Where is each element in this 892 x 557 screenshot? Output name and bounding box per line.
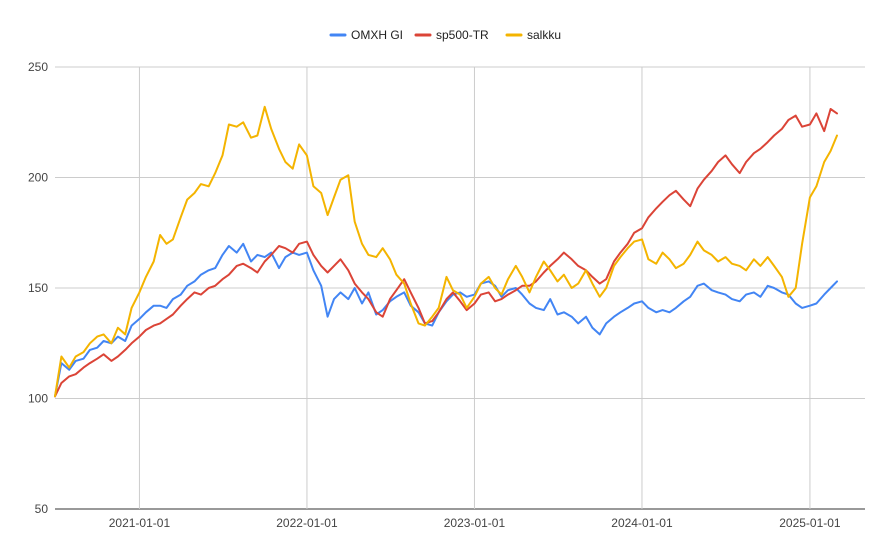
series-line-salkku xyxy=(54,105,838,398)
grid-lines xyxy=(55,66,865,510)
x-axis-ticks: 2021-01-01 2022-01-01 2023-01-01 2024-01-01… xyxy=(109,516,841,530)
legend-item-sp500[interactable]: sp500-TR xyxy=(414,28,489,42)
series-line-omxh-gi xyxy=(54,242,838,398)
legend-label-omxh: OMXH GI xyxy=(351,28,403,42)
x-tick-label-2021-01-01: 2021-01-01 xyxy=(109,516,171,530)
y-tick-label-100: 100 xyxy=(28,392,48,406)
legend-item-omxh[interactable]: OMXH GI xyxy=(329,28,403,42)
legend-label-salkku: salkku xyxy=(527,28,561,42)
y-tick-label-150: 150 xyxy=(28,281,48,295)
y-tick-label-200: 200 xyxy=(28,171,48,185)
legend-label-sp500: sp500-TR xyxy=(436,28,489,42)
y-tick-label-250: 250 xyxy=(28,60,48,74)
x-tick-label-2025-01-01: 2025-01-01 xyxy=(779,516,841,530)
legend-item-salkku[interactable]: salkku xyxy=(505,28,561,42)
series-lines xyxy=(54,105,838,398)
legend: OMXH GI sp500-TR salkku xyxy=(329,28,561,42)
x-tick-label-2022-01-01: 2022-01-01 xyxy=(276,516,338,530)
x-tick-label-2024-01-01: 2024-01-01 xyxy=(611,516,673,530)
series-line-sp500-tr xyxy=(54,108,838,398)
y-axis-ticks: 50 100 150 200 250 xyxy=(28,60,48,516)
x-tick-label-2023-01-01: 2023-01-01 xyxy=(444,516,506,530)
y-tick-label-50: 50 xyxy=(35,502,49,516)
